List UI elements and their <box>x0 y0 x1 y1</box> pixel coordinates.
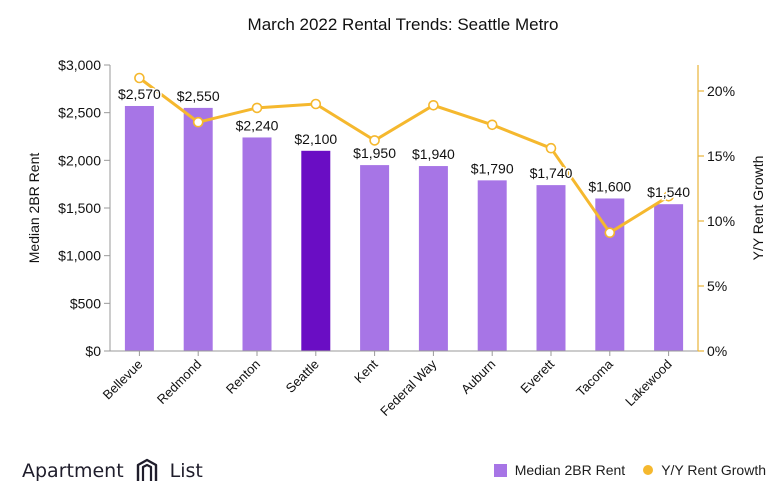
y-tick-label: $3,000 <box>58 57 101 73</box>
legend-item-growth: Y/Y Rent Growth <box>643 462 766 478</box>
bar-auburn <box>477 180 507 351</box>
building-icon <box>136 458 157 481</box>
y-tick-label: $500 <box>70 295 101 311</box>
bar-bellevue <box>124 105 154 351</box>
y-tick-label: $2,500 <box>58 105 101 121</box>
growth-point-renton <box>251 102 263 114</box>
bar-value-label: $1,790 <box>471 160 514 176</box>
growth-point-everett <box>545 142 557 154</box>
growth-point-redmond <box>192 116 204 128</box>
data-labels-layer: $2,570 $2,550 $2,240 $2,100 $1,950 $1,940 $1,7… <box>116 84 691 201</box>
chart-title: March 2022 Rental Trends: Seattle Metro <box>248 15 559 34</box>
x-tick-label: Renton <box>223 357 263 397</box>
y2-tick-label: 5% <box>707 278 727 294</box>
legend-label-growth: Y/Y Rent Growth <box>661 462 766 478</box>
apartment-list-logo: Apartment List <box>22 455 203 487</box>
growth-line <box>138 76 670 235</box>
bar-value-label: $1,950 <box>353 145 396 161</box>
legend-swatch-bar <box>493 463 507 477</box>
y-tick-label: $2,000 <box>58 152 101 168</box>
x-tick-label: Kent <box>351 356 381 386</box>
x-tick-label: Everett <box>517 356 557 396</box>
bar-value-label: $1,600 <box>588 178 631 194</box>
logo-word-left: Apartment <box>22 460 124 482</box>
growth-point-lakewood <box>663 191 674 202</box>
bar-value-label: $2,240 <box>236 117 279 133</box>
growth-line-layer <box>134 72 674 238</box>
y2-tick-label: 15% <box>707 148 735 164</box>
legend: Median 2BR Rent Y/Y Rent Growth <box>493 459 766 481</box>
legend-label-rent: Median 2BR Rent <box>514 462 626 478</box>
y-tick-label: $1,500 <box>58 200 101 216</box>
y2-tick-label: 10% <box>707 213 735 229</box>
y2-tick-label: 20% <box>707 83 735 99</box>
bar-value-label: $2,550 <box>177 88 220 104</box>
x-tick-label: Bellevue <box>100 357 146 403</box>
bar-renton <box>242 137 272 351</box>
growth-point-federal-way <box>428 100 439 111</box>
x-tick-label: Federal Way <box>377 356 440 419</box>
bar-value-label: $1,740 <box>530 165 573 181</box>
growth-point-kent <box>369 135 380 146</box>
bar-value-label: $2,570 <box>118 86 161 102</box>
bar-redmond <box>183 107 213 352</box>
x-tick-label: Tacoma <box>573 356 616 399</box>
x-tick-label: Auburn <box>458 357 498 397</box>
y-tick-label: $1,000 <box>58 248 101 264</box>
x-tick-label: Seattle <box>283 357 322 396</box>
y-axis-title: Median 2BR Rent <box>26 153 42 264</box>
bar-everett <box>536 185 566 351</box>
growth-point-bellevue <box>134 72 145 84</box>
growth-point-seattle <box>310 98 322 110</box>
y-tick-label: $0 <box>85 343 101 359</box>
bar-federal-way <box>418 166 448 351</box>
bar-value-label: $2,100 <box>294 131 337 147</box>
logo-word-right: List <box>169 460 203 482</box>
bar-lakewood <box>654 204 684 351</box>
bar-seattle <box>301 150 331 351</box>
bars-layer <box>124 105 684 352</box>
bar-value-label: $1,940 <box>412 146 455 162</box>
axes-layer: $0 $500 $1,000 $1,500 $2,000 $2,500 $3,000 Bell… <box>58 57 735 419</box>
y2-axis-title: Y/Y Rent Growth <box>750 156 766 261</box>
legend-item-rent: Median 2BR Rent <box>493 462 626 478</box>
legend-swatch-dot <box>643 465 654 475</box>
growth-point-auburn <box>486 119 498 131</box>
x-tick-label: Redmond <box>154 357 204 407</box>
bar-tacoma <box>595 198 625 351</box>
bar-value-label: $1,540 <box>647 184 690 200</box>
y2-tick-label: 0% <box>707 343 727 359</box>
x-tick-label: Lakewood <box>622 357 675 410</box>
bar-kent <box>360 165 390 351</box>
growth-point-tacoma <box>604 227 616 238</box>
